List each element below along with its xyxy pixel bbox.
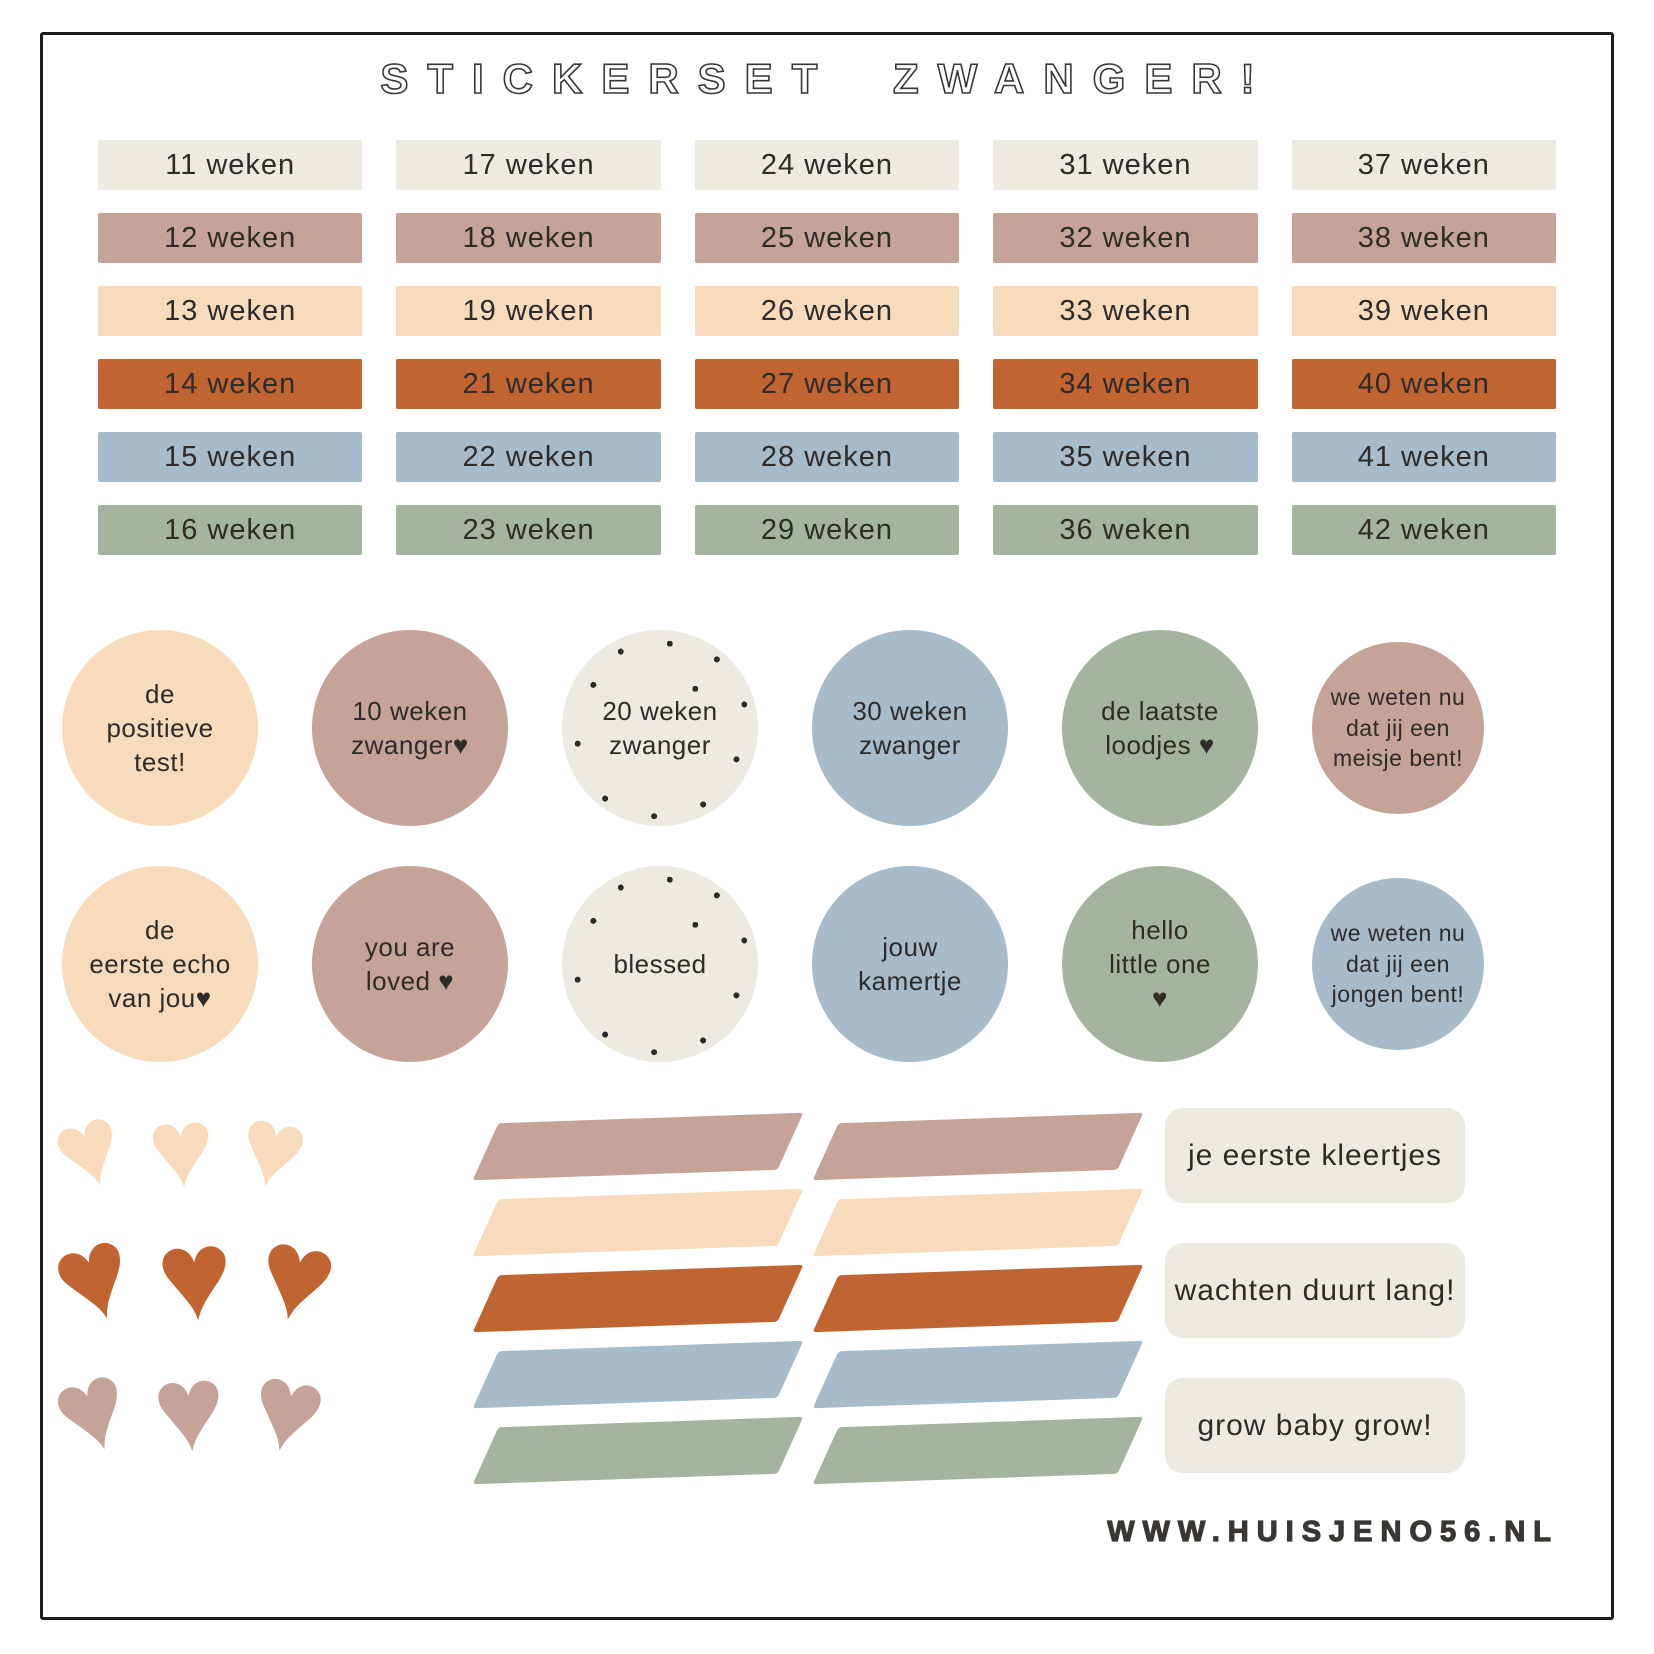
heart-icon: ♥ [245, 1198, 350, 1354]
circle-sticker-20-weken: 20 weken zwanger [562, 630, 758, 826]
heart-icon: ♥ [148, 1337, 231, 1479]
stripe-sticker [472, 1112, 804, 1181]
week-sticker: 39 weken [1291, 286, 1556, 336]
week-sticker: 38 weken [1291, 213, 1556, 263]
circle-sticker-label: 10 weken zwanger♥ [351, 695, 469, 760]
circle-sticker-label: de laatste loodjes ♥ [1101, 695, 1219, 760]
circle-sticker-jongen: we weten nu dat jij een jongen bent! [1312, 878, 1484, 1050]
stripe-sticker [812, 1188, 1144, 1257]
circle-sticker-label: hello little one ♥ [1109, 914, 1211, 1014]
circle-sticker-eerste-echo: de eerste echo van jou♥ [62, 866, 258, 1062]
week-sticker: 23 weken [396, 505, 661, 555]
week-sticker: 24 weken [694, 140, 960, 190]
page-title: STICKERSET ZWANGER! [380, 54, 1274, 103]
week-sticker: 33 weken [993, 286, 1258, 336]
label-sticker-grow-baby-grow: grow baby grow! [1165, 1378, 1465, 1473]
stripe-stickers [472, 1112, 1144, 1485]
circle-sticker-label: jouw kamertje [858, 931, 962, 996]
stripe-sticker [472, 1188, 804, 1257]
stripe-sticker [812, 1264, 1144, 1333]
circle-sticker-label: you are loved ♥ [364, 931, 456, 996]
circle-sticker-label: we weten nu dat jij een jongen bent! [1330, 920, 1466, 1008]
week-sticker: 17 weken [396, 140, 661, 190]
circle-sticker-meisje: we weten nu dat jij een meisje bent! [1312, 642, 1484, 814]
circle-sticker-label: de positieve test! [106, 678, 214, 778]
heart-icon: ♥ [152, 1201, 238, 1350]
week-sticker: 31 weken [993, 140, 1258, 190]
week-grid: 11 weken 12 weken 13 weken 14 weken 15 w… [98, 140, 1556, 558]
heart-row-terracotta: ♥ ♥ ♥ [35, 1196, 455, 1355]
week-sticker: 15 weken [98, 432, 363, 482]
circle-sticker-laatste-loodjes: de laatste loodjes ♥ [1062, 630, 1258, 826]
heart-stickers: ♥ ♥ ♥ ♥ ♥ ♥ ♥ ♥ ♥ [35, 1078, 455, 1484]
week-sticker: 18 weken [396, 213, 661, 263]
week-sticker: 21 weken [396, 359, 661, 409]
circle-sticker-label: 30 weken zwanger [852, 695, 968, 760]
week-sticker: 26 weken [694, 286, 960, 336]
stripe-sticker [472, 1416, 804, 1485]
circle-sticker-10-weken: 10 weken zwanger♥ [312, 630, 508, 826]
circle-sticker-label: blessed [613, 948, 707, 979]
stripe-sticker [472, 1264, 804, 1333]
heart-row-peach: ♥ ♥ ♥ [37, 1078, 455, 1217]
circle-sticker-label: we weten nu dat jij een meisje bent! [1330, 684, 1466, 772]
website-url: WWW.HUISJENO56.NL [1107, 1515, 1559, 1548]
circle-sticker-you-are-loved: you are loved ♥ [312, 866, 508, 1062]
heart-icon: ♥ [34, 1196, 152, 1356]
week-sticker: 16 weken [98, 505, 363, 555]
label-sticker-eerste-kleertjes: je eerste kleertjes [1165, 1108, 1465, 1203]
heart-icon: ♥ [37, 1077, 139, 1218]
week-sticker: 19 weken [396, 286, 661, 336]
heart-icon: ♥ [238, 1333, 338, 1483]
week-sticker: 36 weken [993, 505, 1258, 555]
circle-sticker-row-2: de eerste echo van jou♥ you are loved ♥ … [62, 864, 1596, 1064]
circle-sticker-label: 20 weken zwanger [602, 695, 718, 760]
week-sticker: 13 weken [98, 286, 363, 336]
week-sticker: 42 weken [1291, 505, 1556, 555]
heart-icon: ♥ [143, 1082, 219, 1213]
week-sticker: 22 weken [396, 432, 661, 482]
circle-sticker-label: de eerste echo van jou♥ [89, 914, 231, 1014]
heart-row-mauve: ♥ ♥ ♥ [35, 1332, 455, 1484]
label-stickers: je eerste kleertjes wachten duurt lang! … [1165, 1108, 1465, 1473]
circle-sticker-hello-little-one: hello little one ♥ [1062, 866, 1258, 1062]
week-sticker: 32 weken [993, 213, 1258, 263]
week-sticker: 14 weken [98, 359, 363, 409]
week-sticker: 29 weken [694, 505, 960, 555]
week-sticker: 37 weken [1291, 140, 1556, 190]
label-sticker-wachten-duurt-lang: wachten duurt lang! [1165, 1243, 1465, 1338]
circle-sticker-row-1: de positieve test! 10 weken zwanger♥ 20 … [62, 628, 1596, 828]
heart-icon: ♥ [35, 1332, 147, 1484]
week-sticker: 12 weken [98, 213, 363, 263]
circle-sticker-blessed: blessed [562, 866, 758, 1062]
heart-icon: ♥ [227, 1079, 319, 1216]
week-sticker: 25 weken [694, 213, 960, 263]
week-sticker: 34 weken [993, 359, 1258, 409]
week-sticker: 35 weken [993, 432, 1258, 482]
week-sticker: 28 weken [694, 432, 960, 482]
circle-sticker-30-weken: 30 weken zwanger [812, 630, 1008, 826]
stripe-sticker [812, 1340, 1144, 1409]
week-sticker: 11 weken [98, 140, 363, 190]
circle-sticker-jouw-kamertje: jouw kamertje [812, 866, 1008, 1062]
stripe-sticker [472, 1340, 804, 1409]
week-sticker: 40 weken [1291, 359, 1556, 409]
stripe-sticker [812, 1112, 1144, 1181]
stripe-sticker [812, 1416, 1144, 1485]
week-sticker: 27 weken [694, 359, 960, 409]
circle-sticker-positieve-test: de positieve test! [62, 630, 258, 826]
week-sticker: 41 weken [1291, 432, 1556, 482]
